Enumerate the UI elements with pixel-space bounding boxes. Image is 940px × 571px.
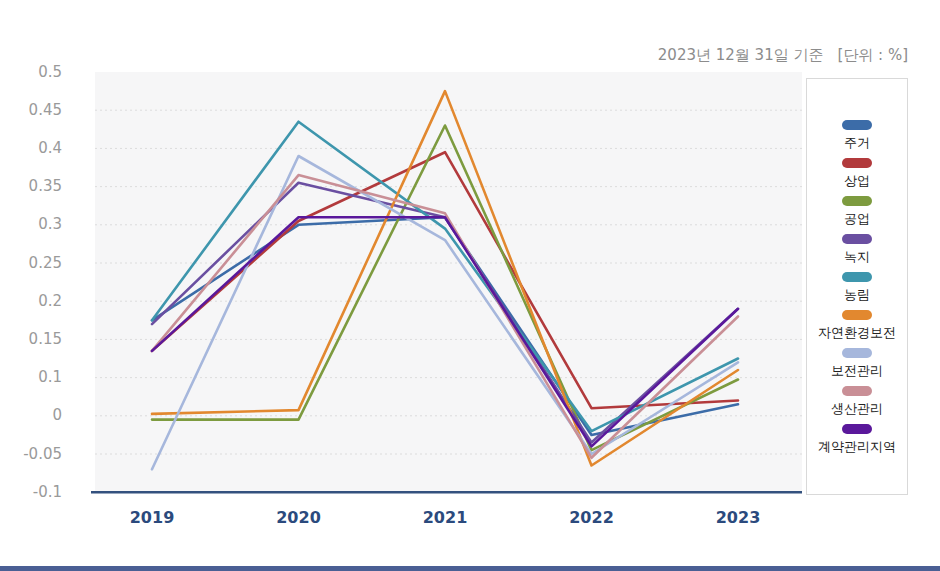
legend-swatch-상업 — [842, 158, 872, 168]
bottom-divider — [0, 566, 940, 571]
legend-item-자연환경보전[interactable]: 자연환경보전 — [818, 310, 896, 339]
legend-swatch-생산관리 — [842, 386, 872, 396]
plot-svg — [0, 0, 940, 571]
x-tick-label-2021: 2021 — [405, 510, 485, 526]
legend-item-보전관리[interactable]: 보전관리 — [831, 348, 883, 377]
legend-label-농림: 농림 — [844, 288, 870, 301]
y-tick-label--0.05: -0.05 — [10, 447, 62, 462]
legend-item-공업[interactable]: 공업 — [842, 196, 872, 225]
land-price-change-chart: 2023년 12월 31일 기준[단위 : %] 0.50.450.40.350… — [0, 0, 940, 571]
y-tick-label-0.35: 0.35 — [10, 179, 62, 194]
x-tick-label-2020: 2020 — [259, 510, 339, 526]
legend-label-생산관리: 생산관리 — [831, 402, 883, 415]
legend-item-생산관리[interactable]: 생산관리 — [831, 386, 883, 415]
legend-label-녹지: 녹지 — [844, 250, 870, 263]
legend-item-주거[interactable]: 주거 — [842, 120, 872, 149]
legend-label-상업: 상업 — [844, 174, 870, 187]
legend-item-계약관리지역[interactable]: 계약관리지역 — [818, 424, 896, 453]
x-tick-label-2023: 2023 — [698, 510, 778, 526]
legend-swatch-보전관리 — [842, 348, 872, 358]
x-tick-label-2022: 2022 — [552, 510, 632, 526]
y-tick-label-0.4: 0.4 — [10, 141, 62, 156]
legend-swatch-공업 — [842, 196, 872, 206]
chart-legend: 주거상업공업녹지농림자연환경보전보전관리생산관리계약관리지역 — [806, 78, 908, 495]
legend-swatch-녹지 — [842, 234, 872, 244]
legend-label-보전관리: 보전관리 — [831, 364, 883, 377]
y-tick-label-0.5: 0.5 — [10, 65, 62, 80]
legend-label-계약관리지역: 계약관리지역 — [818, 440, 896, 453]
legend-label-주거: 주거 — [844, 136, 870, 149]
y-tick-label-0.1: 0.1 — [10, 370, 62, 385]
y-tick-label-0.45: 0.45 — [10, 103, 62, 118]
y-tick-label-0.2: 0.2 — [10, 294, 62, 309]
legend-item-녹지[interactable]: 녹지 — [842, 234, 872, 263]
y-tick-label-0.15: 0.15 — [10, 332, 62, 347]
y-tick-label-0.3: 0.3 — [10, 217, 62, 232]
y-tick-label-0.25: 0.25 — [10, 256, 62, 271]
x-tick-label-2019: 2019 — [112, 510, 192, 526]
legend-label-자연환경보전: 자연환경보전 — [818, 326, 896, 339]
legend-swatch-주거 — [842, 120, 872, 130]
y-tick-label--0.1: -0.1 — [10, 485, 62, 500]
legend-swatch-농림 — [842, 272, 872, 282]
legend-item-상업[interactable]: 상업 — [842, 158, 872, 187]
legend-swatch-자연환경보전 — [842, 310, 872, 320]
legend-label-공업: 공업 — [844, 212, 870, 225]
y-tick-label-0: 0 — [10, 408, 62, 423]
legend-item-농림[interactable]: 농림 — [842, 272, 872, 301]
legend-swatch-계약관리지역 — [842, 424, 872, 434]
